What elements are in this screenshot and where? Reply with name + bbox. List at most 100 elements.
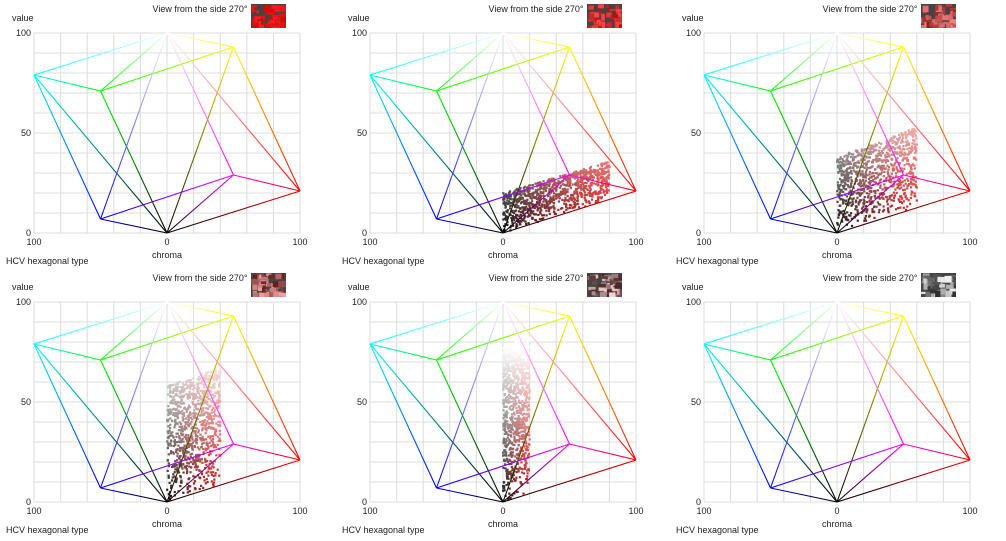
data-point: [508, 423, 512, 427]
data-point: [169, 432, 173, 435]
data-point: [207, 467, 210, 470]
data-point: [179, 396, 182, 399]
thumbnail-patch: [948, 13, 952, 16]
data-point: [508, 354, 511, 358]
data-point: [524, 220, 527, 223]
data-point: [179, 458, 182, 462]
data-point: [511, 420, 514, 423]
data-point: [189, 406, 192, 409]
data-point: [198, 448, 201, 451]
data-point: [515, 363, 518, 366]
data-point: [515, 448, 518, 452]
data-point: [543, 206, 547, 210]
thumbnail-patch: [265, 24, 271, 28]
data-point: [190, 382, 193, 385]
data-point: [870, 186, 873, 190]
data-point: [169, 423, 172, 426]
data-point: [607, 177, 610, 180]
data-point: [846, 183, 849, 187]
data-point: [527, 208, 531, 211]
data-point: [502, 417, 505, 420]
data-point: [837, 213, 840, 217]
data-point: [185, 452, 188, 455]
data-point: [520, 430, 523, 433]
data-point: [604, 161, 607, 164]
data-point: [882, 197, 885, 200]
data-point: [514, 360, 517, 363]
data-point: [860, 207, 864, 210]
data-point: [836, 200, 839, 203]
data-point: [838, 210, 841, 213]
data-point: [528, 388, 531, 391]
data-point: [176, 432, 179, 435]
data-point: [573, 206, 576, 209]
data-point: [523, 217, 526, 220]
data-point: [177, 440, 181, 443]
thumbnail-patch: [258, 24, 264, 28]
data-point: [520, 197, 523, 201]
data-point: [577, 181, 580, 184]
data-point: [193, 459, 197, 462]
data-point: [552, 202, 555, 205]
data-point: [573, 202, 577, 205]
data-point: [217, 406, 220, 409]
data-point: [526, 198, 529, 201]
data-point: [839, 165, 842, 168]
data-point: [202, 486, 205, 490]
thumbnail-image: [921, 273, 956, 297]
data-point: [513, 422, 517, 425]
data-point: [862, 198, 865, 201]
data-point: [519, 411, 522, 414]
thumbnail-patch: [947, 16, 954, 20]
data-point: [192, 459, 195, 462]
data-point: [548, 200, 551, 203]
data-point: [600, 162, 603, 165]
data-point: [182, 402, 185, 405]
data-point: [211, 443, 214, 447]
data-point: [168, 496, 171, 500]
data-point: [865, 192, 868, 195]
data-point: [893, 162, 897, 165]
data-point: [191, 412, 194, 415]
data-point: [561, 192, 564, 195]
thumbnail-patch: [613, 22, 616, 26]
data-point: [527, 201, 530, 205]
data-point: [191, 392, 194, 395]
data-point: [504, 411, 507, 414]
data-point: [506, 349, 509, 352]
data-point: [915, 199, 918, 202]
data-point: [886, 186, 889, 190]
data-point: [183, 444, 186, 447]
data-point: [502, 368, 505, 371]
data-point: [188, 444, 191, 447]
thumbnail-patch: [941, 15, 950, 21]
data-point: [888, 147, 891, 150]
data-point: [209, 416, 213, 419]
edge-red-yellow: [903, 315, 971, 461]
thumbnail-patch: [263, 6, 269, 13]
data-point: [583, 175, 586, 178]
data-point: [891, 142, 894, 145]
data-point: [169, 426, 172, 430]
data-point: [563, 202, 566, 205]
data-point: [502, 422, 505, 426]
data-point: [607, 170, 610, 174]
data-point: [504, 357, 507, 360]
data-point: [188, 439, 191, 442]
data-point: [602, 188, 605, 191]
data-point: [504, 218, 508, 221]
data-point: [203, 375, 206, 378]
data-point: [199, 477, 202, 480]
data-point: [887, 145, 891, 148]
data-point: [885, 176, 888, 180]
data-point: [205, 396, 208, 399]
data-point: [601, 167, 604, 171]
data-point: [174, 450, 178, 454]
data-point: [172, 412, 175, 415]
data-point: [183, 390, 186, 393]
data-point: [910, 148, 913, 151]
data-point: [187, 445, 191, 449]
data-point: [502, 375, 505, 379]
data-point: [190, 466, 193, 469]
data-point: [520, 409, 523, 412]
